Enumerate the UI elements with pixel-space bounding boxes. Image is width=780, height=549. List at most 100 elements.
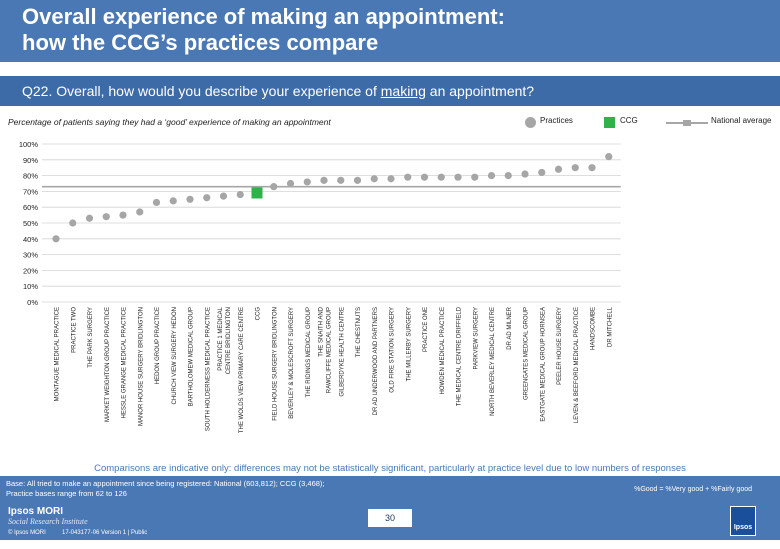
copyright: © Ipsos MORI xyxy=(8,530,46,536)
disclaimer-text: Comparisons are indicative only: differe… xyxy=(94,463,686,474)
ipsos-logo: Ipsos xyxy=(730,506,756,536)
x-category-label: HANDSCOMBE xyxy=(591,307,597,350)
practice-marker xyxy=(353,176,362,184)
practice-marker xyxy=(370,175,378,183)
x-category-label-line: THE RIDINGS MEDICAL GROUP xyxy=(306,307,312,397)
x-category-label-line: MONTAGUE MEDICAL PRACTICE xyxy=(55,307,61,401)
x-category-label: LEVEN & BEEFORD MEDICAL PRACTICE xyxy=(574,307,580,423)
x-category-label-line: OLD FIRE STATION SURGERY xyxy=(390,307,396,393)
y-tick-label: 50% xyxy=(23,219,38,228)
y-tick-label: 60% xyxy=(23,203,38,212)
x-category-label-line: CCG xyxy=(256,307,262,321)
practice-marker xyxy=(437,173,445,181)
header-bar xyxy=(0,0,780,62)
x-category-label-line: THE MILLERBY SURGERY xyxy=(406,307,412,381)
y-tick-label: 100% xyxy=(19,140,39,149)
x-category-label-line: CHURCH VIEW SURGERY HEDON xyxy=(172,307,178,404)
chart-subtitle: Percentage of patients saying they had a… xyxy=(8,117,331,127)
x-category-label-line: THE MEDICAL CENTRE DRIFFIELD xyxy=(457,306,463,406)
practice-marker xyxy=(286,179,295,188)
x-category-label: FIELD HOUSE SURGERY BRIDLINGTON xyxy=(272,307,278,421)
x-category-label: PARKVIEW SURGERY xyxy=(473,307,479,369)
legend-national-line xyxy=(666,120,708,126)
practice-marker xyxy=(236,190,244,199)
practice-marker xyxy=(521,170,529,178)
x-category-label-line: PARKVIEW SURGERY xyxy=(473,307,479,369)
good-definition: %Good = %Very good + %Fairly good xyxy=(634,486,752,493)
legend-practices-label: Practices xyxy=(540,116,573,125)
practice-marker xyxy=(69,219,77,227)
x-category-label: HESSLE GRANGE MEDICAL PRACTICE xyxy=(122,307,128,418)
x-category-label: BEVERLEY & MOLESCROFT SURGERY xyxy=(289,307,295,419)
x-category-label-line: DR AD MILNER xyxy=(507,306,513,349)
x-category-label-line: THE CHESTNUTS xyxy=(356,307,362,357)
x-category-label: THE MEDICAL CENTRE DRIFFIELD xyxy=(457,306,463,406)
x-category-label: SOUTH HOLDERNESS MEDICAL PRACTICE xyxy=(205,307,211,431)
x-category-label-line: THE WOLDS VIEW PRIMARY CARE CENTRE xyxy=(239,307,245,433)
x-category-label: PRACTICE ONE xyxy=(423,307,429,352)
page-title-line-2: how the CCG’s practices compare xyxy=(22,30,379,55)
x-category-label: PEELER HOUSE SURGERY xyxy=(557,307,563,385)
x-category-label: MARKET WEIGHTON GROUP PRACTICE xyxy=(105,307,111,422)
version-text: 17-043177-06 Version 1 | Public xyxy=(62,530,148,536)
x-category-label-line: THE PARK SURGERY xyxy=(88,307,94,368)
y-tick-label: 30% xyxy=(23,251,38,260)
practice-marker xyxy=(85,214,94,222)
x-category-label-line: NORTH BEVERLEY MEDICAL CENTRE xyxy=(490,307,496,416)
practice-marker xyxy=(219,192,228,200)
practice-marker xyxy=(169,197,177,205)
practice-marker xyxy=(320,176,328,184)
practice-marker xyxy=(487,172,496,180)
practice-marker xyxy=(136,208,144,216)
practice-marker xyxy=(337,176,345,184)
practice-marker xyxy=(554,165,563,173)
x-category-label: HEDON GROUP PRACTICE xyxy=(155,307,161,384)
brand-subtitle: Social Research Institute xyxy=(8,517,88,526)
x-category-label-line: HANDSCOMBE xyxy=(591,307,597,350)
x-category-label-line: RAWCLIFFE MEDICAL GROUP xyxy=(327,307,333,393)
x-category-label: THE MILLERBY SURGERY xyxy=(406,307,412,381)
x-category-label: NORTH BEVERLEY MEDICAL CENTRE xyxy=(490,307,496,416)
practice-marker xyxy=(270,183,278,191)
practice-marker xyxy=(538,168,546,177)
y-tick-label: 40% xyxy=(23,235,38,244)
practice-marker xyxy=(203,194,211,202)
x-category-label-line: MANOR HOUSE SURGERY BRIDLINGTON xyxy=(138,307,144,426)
x-category-label-line: HEDON GROUP PRACTICE xyxy=(155,307,161,384)
practice-marker xyxy=(52,235,60,243)
y-tick-label: 80% xyxy=(23,172,38,181)
practice-marker xyxy=(404,173,412,181)
x-category-label: GILBERDYKE HEALTH CENTRE xyxy=(339,307,345,397)
x-category-label: EASTGATE MEDICAL GROUP HORNSEA xyxy=(540,307,546,422)
x-category-label-line: THE SNAITH AND xyxy=(319,306,325,356)
practice-marker xyxy=(605,153,613,161)
x-category-label-line: HESSLE GRANGE MEDICAL PRACTICE xyxy=(122,307,128,418)
x-category-label: CCG xyxy=(256,307,262,321)
y-tick-label: 10% xyxy=(23,282,38,291)
page-number: 30 xyxy=(368,509,412,527)
page-title: Overall experience of making an appointm… xyxy=(22,4,505,56)
base-note: Base: All tried to make an appointment s… xyxy=(6,479,325,499)
x-category-label: PRACTICE TWO xyxy=(71,307,77,353)
x-category-label: THE SNAITH AND RAWCLIFFE MEDICAL GROUP xyxy=(319,306,333,393)
x-category-label: THE WOLDS VIEW PRIMARY CARE CENTRE xyxy=(239,307,245,433)
y-tick-label: 20% xyxy=(23,266,38,275)
practice-marker xyxy=(387,175,395,183)
x-category-label-line: BEVERLEY & MOLESCROFT SURGERY xyxy=(289,307,295,419)
x-category-label-line: GREENGATES MEDICAL GROUP xyxy=(524,307,530,400)
x-category-label-line: PRACTICE ONE xyxy=(423,307,429,352)
x-category-label: CHURCH VIEW SURGERY HEDON xyxy=(172,307,178,404)
practice-marker xyxy=(303,178,311,186)
x-category-label: DR MITCHELL xyxy=(607,306,613,347)
x-category-label: THE RIDINGS MEDICAL GROUP xyxy=(306,307,312,397)
practice-marker xyxy=(588,164,596,172)
x-category-label-line: PRACTICE 1 MEDICAL xyxy=(218,306,224,370)
chart: 100% 90% 80% 70% 60% 50% 40% 30% 20% 10% 0% MONTAGU… xyxy=(19,140,621,433)
legend-national-label: National average xyxy=(711,116,772,125)
base-note-line-2: Practice bases range from 62 to 126 xyxy=(6,489,127,498)
x-category-label-line: LEVEN & BEEFORD MEDICAL PRACTICE xyxy=(574,307,580,423)
x-category-label: DR AD UNDERWOOD AND PARTNERS xyxy=(373,307,379,415)
practice-marker xyxy=(102,213,110,221)
question-prefix: Q22. Overall, how would you describe you… xyxy=(22,83,381,99)
legend-ccg-label: CCG xyxy=(620,116,638,125)
